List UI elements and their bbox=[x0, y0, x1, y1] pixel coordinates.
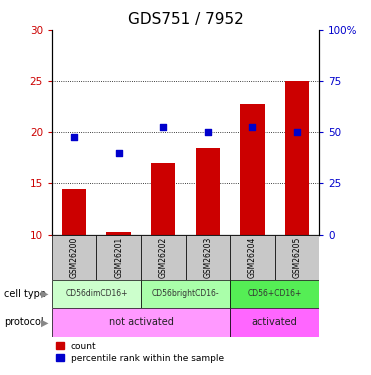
Bar bbox=[285, 81, 309, 234]
Bar bbox=[186, 234, 230, 279]
Text: GSM26202: GSM26202 bbox=[159, 236, 168, 278]
Bar bbox=[230, 308, 319, 337]
Legend: count, percentile rank within the sample: count, percentile rank within the sample bbox=[56, 342, 224, 363]
Text: CD56+CD16+: CD56+CD16+ bbox=[247, 290, 302, 298]
Text: ▶: ▶ bbox=[41, 318, 48, 327]
Bar bbox=[52, 279, 141, 308]
Title: GDS751 / 7952: GDS751 / 7952 bbox=[128, 12, 243, 27]
Text: GSM26205: GSM26205 bbox=[292, 236, 301, 278]
Bar bbox=[62, 189, 86, 234]
Text: GSM26200: GSM26200 bbox=[70, 236, 79, 278]
Bar bbox=[106, 232, 131, 234]
Point bbox=[249, 124, 255, 130]
Point bbox=[116, 150, 122, 156]
Bar bbox=[196, 148, 220, 234]
Text: GSM26201: GSM26201 bbox=[114, 236, 123, 278]
Text: not activated: not activated bbox=[109, 318, 173, 327]
Point bbox=[71, 134, 77, 140]
Text: GSM26203: GSM26203 bbox=[203, 236, 212, 278]
Bar bbox=[240, 104, 265, 234]
Bar bbox=[52, 234, 96, 279]
Bar bbox=[141, 279, 230, 308]
Text: protocol: protocol bbox=[4, 318, 43, 327]
Text: GSM26204: GSM26204 bbox=[248, 236, 257, 278]
Text: activated: activated bbox=[252, 318, 298, 327]
Bar bbox=[96, 234, 141, 279]
Bar bbox=[141, 234, 186, 279]
Point bbox=[205, 129, 211, 135]
Bar bbox=[151, 163, 175, 234]
Text: CD56brightCD16-: CD56brightCD16- bbox=[152, 290, 219, 298]
Text: ▶: ▶ bbox=[41, 289, 48, 299]
Bar bbox=[230, 279, 319, 308]
Text: cell type: cell type bbox=[4, 289, 46, 299]
Text: CD56dimCD16+: CD56dimCD16+ bbox=[65, 290, 128, 298]
Bar bbox=[275, 234, 319, 279]
Point bbox=[294, 129, 300, 135]
Point bbox=[160, 124, 166, 130]
Bar bbox=[230, 234, 275, 279]
Bar bbox=[52, 308, 230, 337]
